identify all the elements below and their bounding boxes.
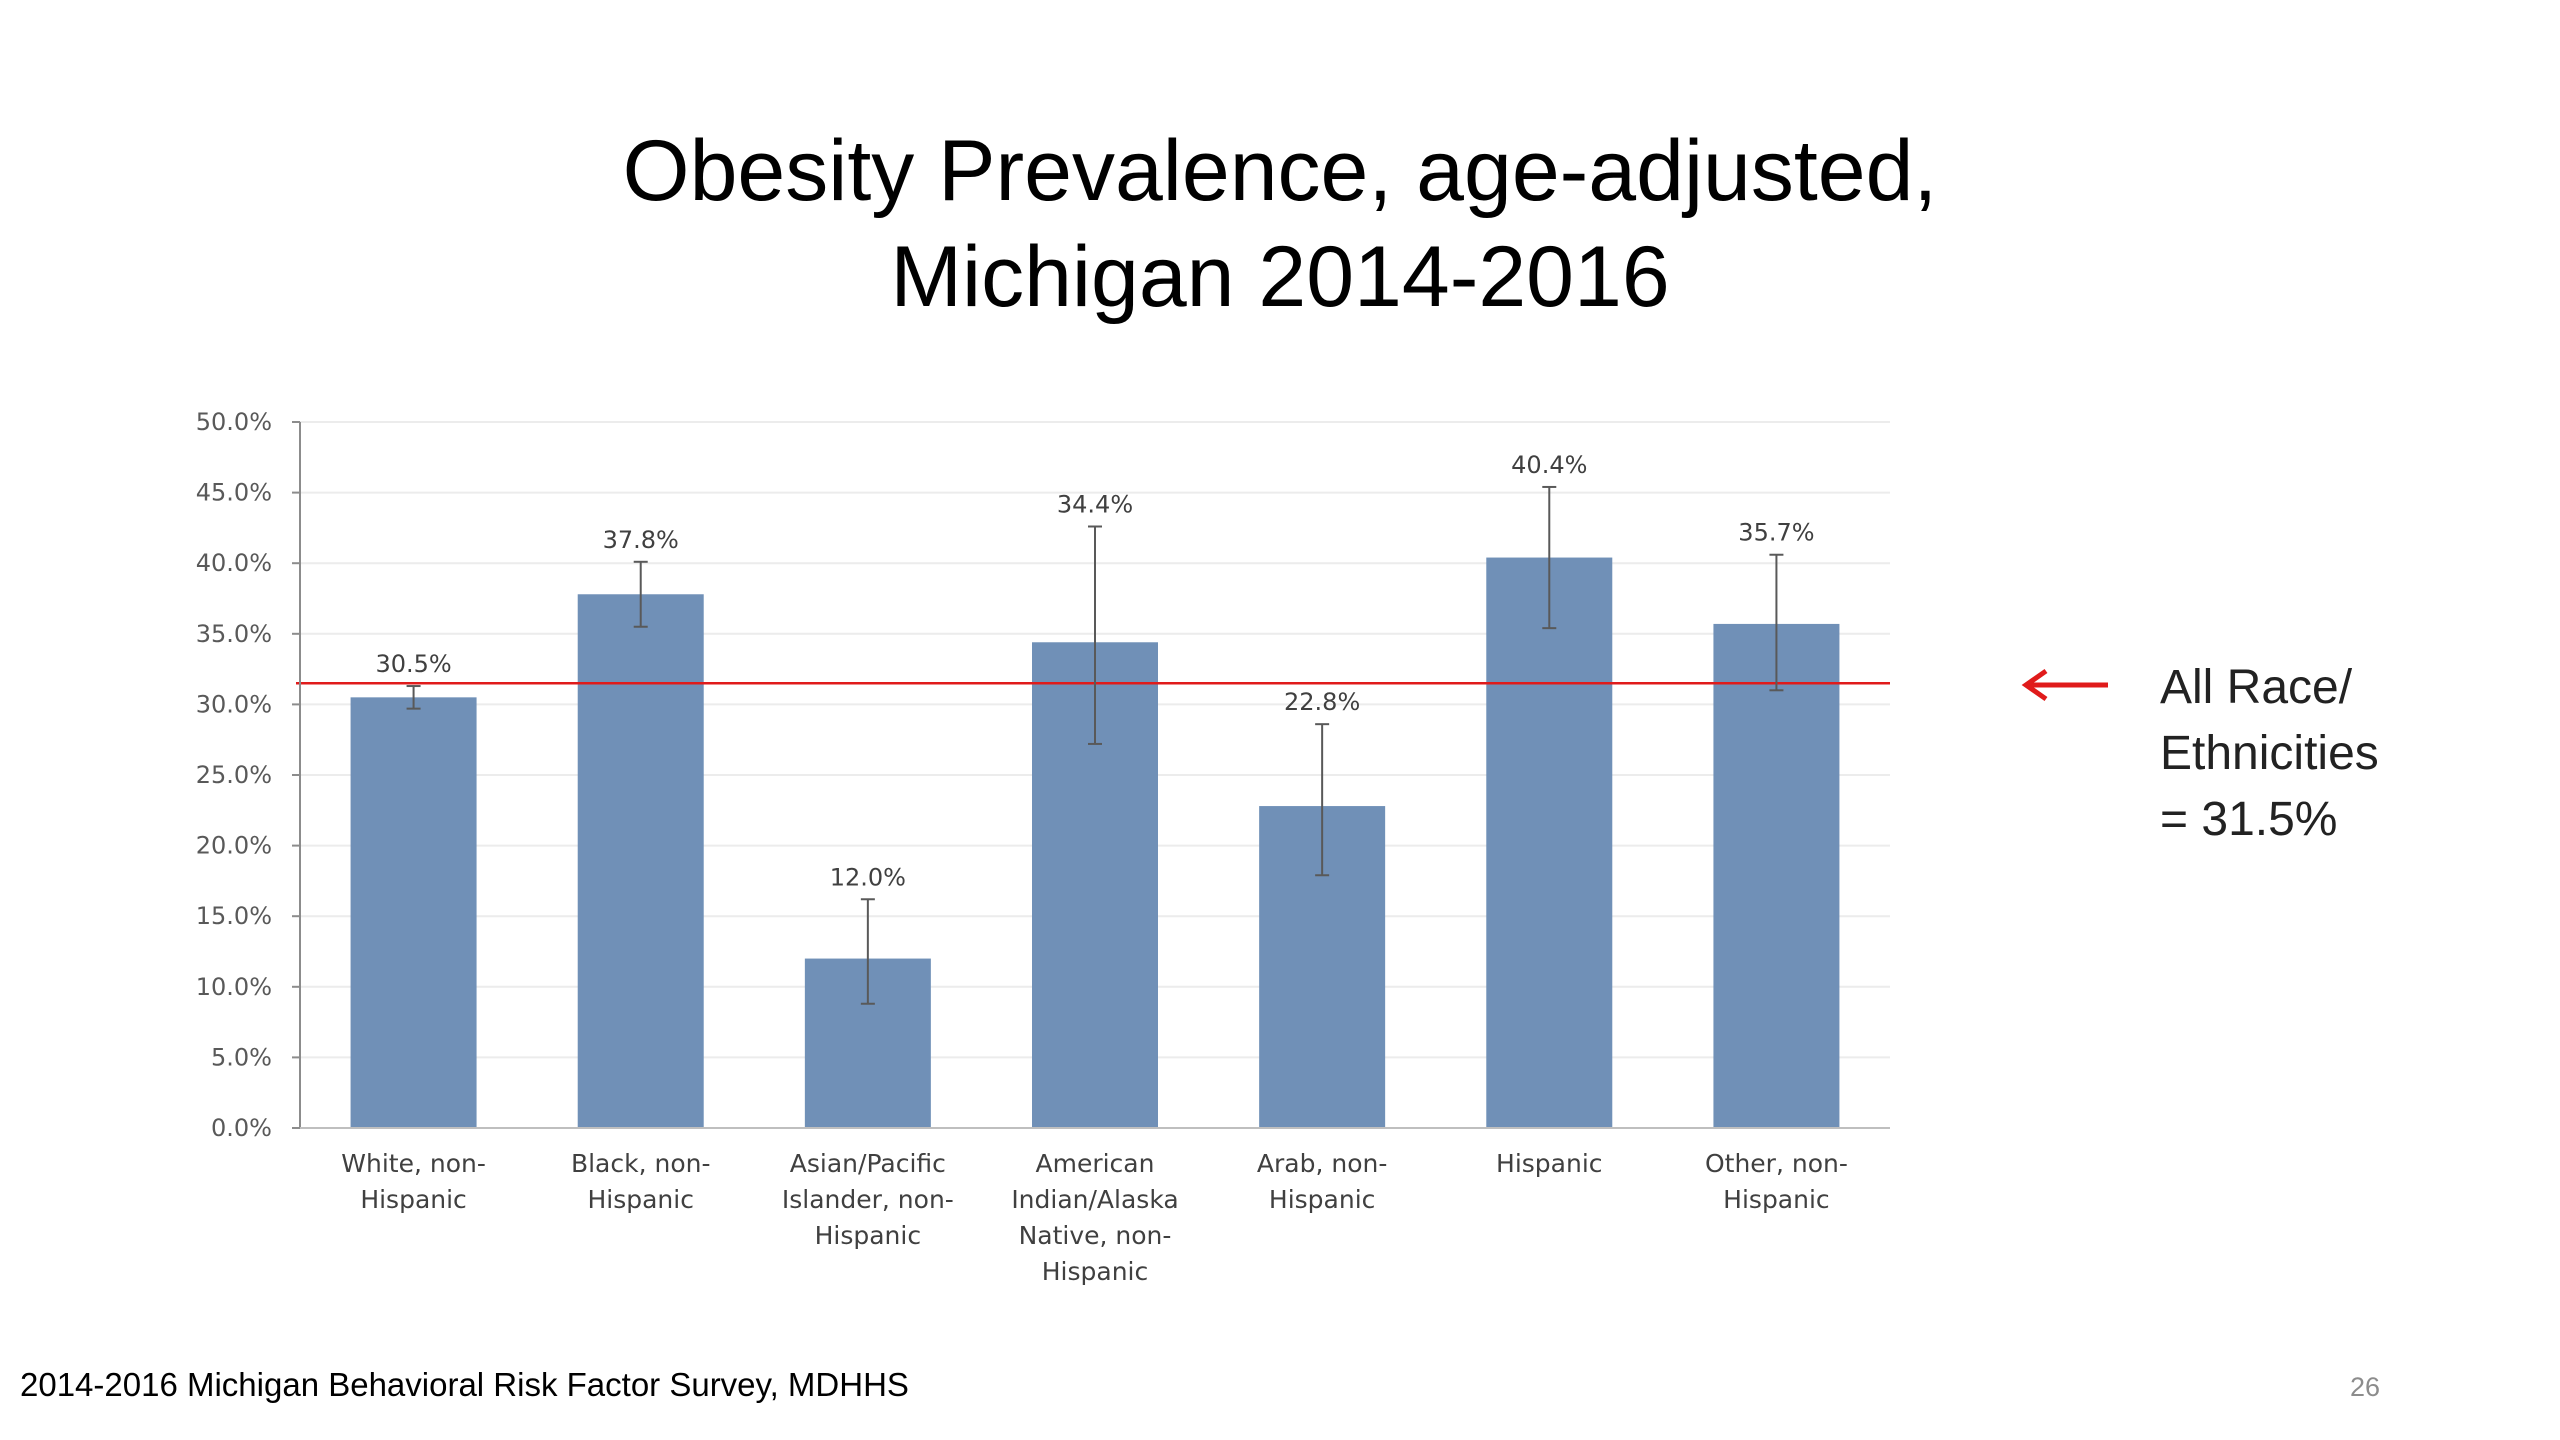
data-label: 40.4% (1511, 451, 1587, 479)
y-tick-label: 45.0% (196, 479, 272, 507)
bar (1486, 557, 1613, 1128)
bar-chart: 0.0% 5.0% 10.0% 15.0% 20.0% 25.0% 30.0% 35.0% 40… (196, 408, 1890, 1286)
y-tick-label: 50.0% (196, 408, 272, 436)
slide-title: Obesity Prevalence, age-adjusted, Michig… (0, 118, 2560, 330)
y-tick-label: 0.0% (211, 1114, 272, 1142)
data-label: 34.4% (1057, 490, 1133, 518)
all-race-note: All Race/ Ethnicities = 31.5% (2160, 655, 2379, 853)
note-line-3: = 31.5% (2160, 793, 2338, 846)
bar (577, 594, 704, 1128)
data-label: 37.8% (603, 526, 679, 554)
y-tick-label: 15.0% (196, 902, 272, 930)
x-tick-label: Hispanic (1496, 1149, 1603, 1178)
left-arrow-icon (2021, 668, 2108, 702)
bar (350, 697, 477, 1128)
note-line-2: Ethnicities (2160, 727, 2379, 780)
x-tick-label: White, non-Hispanic (341, 1149, 486, 1214)
y-tick-label: 35.0% (196, 620, 272, 648)
x-tick-label: American Indian/Alaska Native, non-Hispani… (1011, 1149, 1178, 1286)
source-citation: 2014-2016 Michigan Behavioral Risk Facto… (20, 1366, 909, 1403)
page-number: 26 (2350, 1372, 2381, 1402)
data-label: 22.8% (1284, 688, 1360, 716)
title-line-1: Obesity Prevalence, age-adjusted, (622, 123, 1938, 219)
data-label: 12.0% (830, 863, 906, 891)
data-label: 30.5% (375, 650, 451, 678)
x-tick-label: Arab, non-Hispanic (1257, 1149, 1387, 1214)
x-tick-label: Asian/Pacific Islander, non-Hispanic (782, 1149, 954, 1250)
y-tick-label: 20.0% (196, 832, 272, 860)
bar (1713, 623, 1840, 1128)
y-tick-label: 30.0% (196, 690, 272, 718)
y-tick-label: 5.0% (211, 1043, 272, 1071)
y-tick-label: 10.0% (196, 973, 272, 1001)
y-tick-label: 25.0% (196, 761, 272, 789)
note-line-1: All Race/ (2160, 661, 2353, 714)
title-line-2: Michigan 2014-2016 (890, 229, 1670, 325)
data-label: 35.7% (1738, 519, 1814, 547)
x-tick-label: Black, non-Hispanic (571, 1149, 711, 1214)
x-tick-label: Other, non-Hispanic (1705, 1149, 1848, 1214)
y-tick-label: 40.0% (196, 549, 272, 577)
